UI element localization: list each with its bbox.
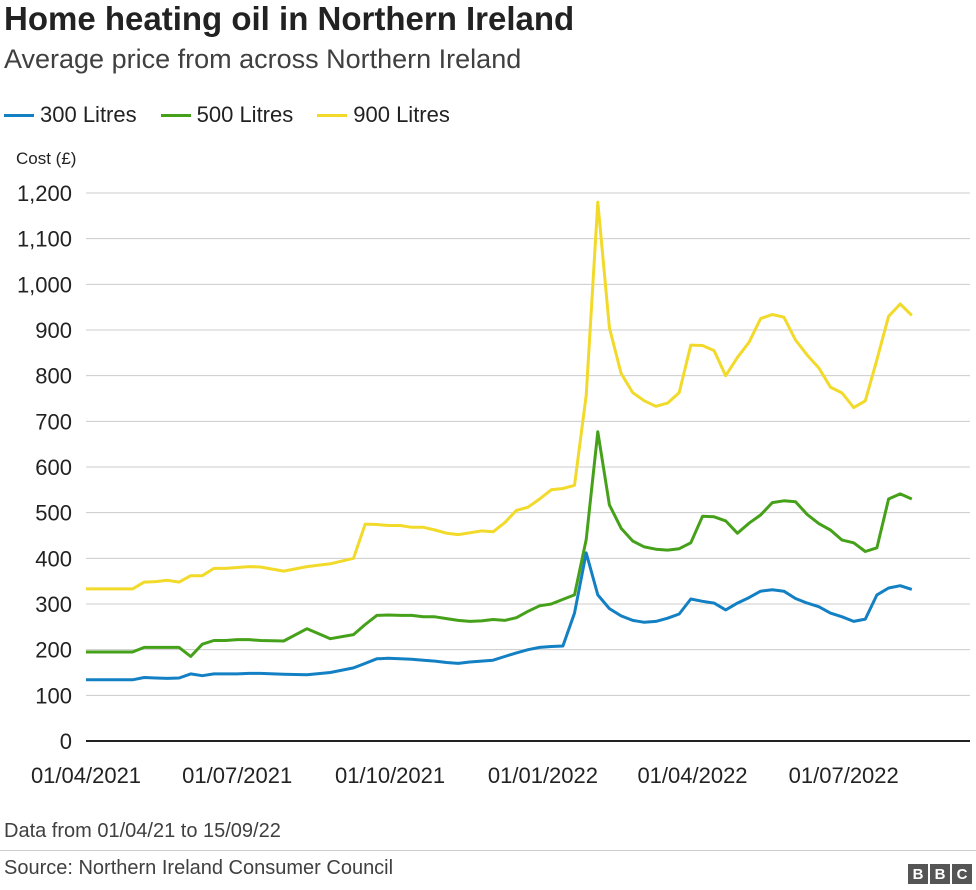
- y-axis-label: Cost (£): [16, 149, 77, 168]
- y-tick-label: 1,000: [17, 272, 72, 297]
- y-tick-label: 700: [35, 409, 72, 434]
- y-tick-label: 1,200: [17, 181, 72, 206]
- x-tick-label: 01/07/2021: [182, 763, 292, 788]
- legend-swatch-900: [317, 113, 348, 117]
- y-tick-label: 1,100: [17, 227, 72, 252]
- bbc-logo-letter: B: [930, 864, 950, 884]
- x-tick-label: 01/04/2021: [31, 763, 141, 788]
- y-tick-label: 0: [60, 729, 72, 754]
- legend: 300 Litres 500 Litres 900 Litres: [4, 100, 474, 130]
- y-tick-label: 900: [35, 318, 72, 343]
- legend-swatch-300: [4, 113, 34, 117]
- y-tick-label: 200: [35, 638, 72, 663]
- y-tick-label: 500: [35, 501, 72, 526]
- chart-title: Home heating oil in Northern Ireland: [4, 0, 575, 37]
- x-tick-label: 01/10/2021: [335, 763, 445, 788]
- y-tick-label: 600: [35, 455, 72, 480]
- x-tick-label: 01/01/2022: [488, 763, 598, 788]
- series-line-900-litres: [86, 200, 913, 591]
- source-text: Source: Northern Ireland Consumer Counci…: [4, 857, 394, 879]
- y-tick-labels: 0 100 200 300 400 500 600 700 800 900 1,000 1,100 1,…: [17, 181, 72, 754]
- y-tick-label: 400: [35, 546, 72, 571]
- gridlines: [86, 192, 970, 696]
- legend-label-300: 300 Litres: [40, 102, 137, 127]
- legend-item-900: 900 Litres: [317, 102, 450, 128]
- legend-label-900: 900 Litres: [353, 102, 450, 127]
- legend-swatch-500: [160, 113, 191, 117]
- legend-label-500: 500 Litres: [196, 102, 294, 127]
- x-tick-label: 01/04/2022: [637, 763, 747, 788]
- bbc-logo: B B C: [906, 864, 972, 884]
- line-chart: 0 100 200 300 400 500 600 700 800 900 1,000 1,100 1,…: [17, 181, 970, 788]
- series-lines: [86, 200, 913, 682]
- bbc-logo-letter: C: [952, 864, 972, 884]
- x-tick-labels: 01/04/2021 01/07/2021 01/10/2021 01/01/2022…: [31, 763, 899, 788]
- y-tick-label: 800: [35, 364, 72, 389]
- series-line-300-litres: [86, 551, 913, 682]
- y-tick-label: 300: [35, 592, 72, 617]
- data-range-note: Data from 01/04/21 to 15/09/22: [4, 820, 281, 842]
- legend-item-300: 300 Litres: [4, 102, 137, 128]
- x-tick-label: 01/07/2022: [789, 763, 899, 788]
- footer-divider: [0, 850, 976, 851]
- y-tick-label: 100: [35, 683, 72, 708]
- bbc-logo-letter: B: [908, 864, 928, 884]
- chart-subtitle: Average price from across Northern Irela…: [4, 44, 522, 74]
- series-line-500-litres: [86, 430, 913, 658]
- legend-item-500: 500 Litres: [160, 102, 294, 128]
